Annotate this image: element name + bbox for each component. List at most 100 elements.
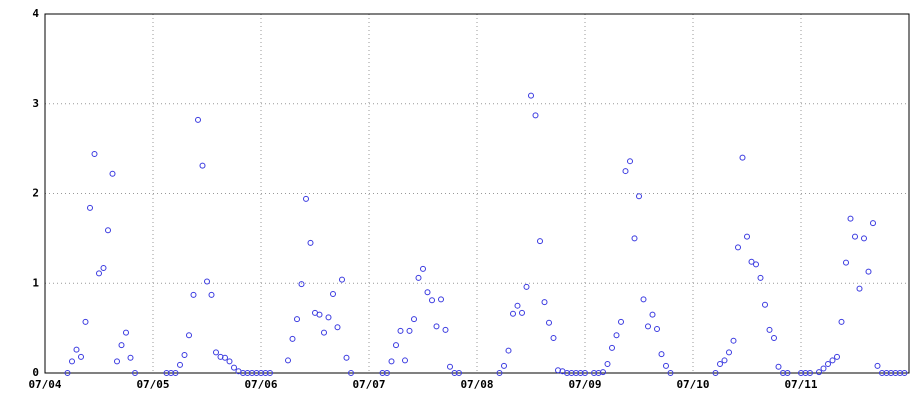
point	[69, 358, 75, 365]
point	[73, 346, 80, 353]
point	[613, 332, 620, 339]
point	[870, 220, 876, 227]
point	[753, 261, 759, 268]
point	[429, 297, 435, 304]
point	[78, 353, 84, 360]
x-tick-label: 07/06	[244, 378, 277, 391]
point	[393, 342, 399, 349]
point	[397, 327, 404, 334]
point	[762, 301, 768, 308]
point	[424, 289, 431, 296]
point	[748, 258, 755, 265]
point	[267, 370, 273, 376]
point	[843, 259, 849, 266]
point	[784, 370, 791, 376]
point	[456, 370, 462, 376]
point	[100, 264, 107, 271]
point	[712, 370, 719, 376]
point	[186, 332, 192, 339]
point	[735, 244, 741, 251]
point	[177, 361, 183, 368]
point	[222, 354, 228, 361]
point	[645, 323, 651, 330]
point	[339, 276, 345, 283]
y-tick-label: 3	[32, 97, 39, 110]
point	[213, 349, 219, 356]
point	[334, 324, 341, 331]
point	[91, 151, 98, 158]
point	[127, 354, 134, 361]
point	[649, 311, 656, 318]
x-tick-label: 07/11	[784, 378, 817, 391]
point	[82, 318, 89, 325]
point	[510, 310, 516, 317]
point	[523, 283, 530, 290]
point	[208, 291, 215, 298]
point	[717, 361, 723, 368]
point	[721, 357, 728, 364]
point	[609, 344, 615, 351]
point	[744, 233, 750, 240]
x-tick-label: 07/10	[676, 378, 709, 391]
x-tick-label: 07/07	[352, 378, 385, 391]
point	[816, 369, 822, 376]
point	[757, 274, 764, 281]
point	[87, 204, 93, 211]
point	[294, 316, 300, 323]
point	[631, 235, 638, 242]
point	[343, 354, 350, 361]
point	[132, 370, 138, 376]
point	[181, 352, 188, 359]
point	[825, 361, 831, 368]
point	[834, 353, 840, 360]
point	[820, 365, 827, 372]
point	[874, 362, 881, 369]
point	[775, 363, 782, 370]
point	[829, 357, 836, 364]
point	[303, 195, 309, 202]
point	[604, 361, 611, 368]
point	[348, 370, 354, 376]
point	[852, 233, 858, 240]
point	[739, 154, 746, 161]
point	[618, 318, 624, 325]
point	[501, 362, 507, 369]
point	[285, 357, 291, 364]
point	[289, 335, 296, 342]
point	[109, 170, 116, 177]
point	[514, 302, 521, 309]
plot-border	[44, 13, 910, 374]
point	[420, 265, 426, 272]
point	[654, 326, 660, 333]
point	[541, 299, 548, 306]
point	[204, 278, 210, 285]
point	[118, 342, 125, 349]
point	[726, 349, 732, 356]
point	[658, 351, 665, 358]
point	[402, 357, 408, 364]
point	[861, 235, 867, 242]
point	[730, 337, 737, 344]
point	[96, 270, 102, 277]
point	[442, 326, 449, 333]
point	[838, 318, 845, 325]
point	[807, 370, 813, 376]
point	[627, 158, 633, 165]
y-tick-label: 4	[32, 7, 39, 20]
point	[226, 358, 233, 365]
point	[307, 239, 314, 246]
point	[528, 92, 534, 99]
point	[600, 369, 606, 376]
point	[901, 370, 908, 376]
point	[667, 370, 674, 376]
point	[105, 227, 111, 234]
y-tick-label: 1	[32, 276, 39, 289]
point	[636, 193, 642, 200]
point	[172, 370, 179, 376]
point	[325, 314, 332, 321]
point	[190, 291, 197, 298]
point	[519, 309, 525, 316]
point	[766, 326, 773, 333]
point	[384, 370, 390, 376]
